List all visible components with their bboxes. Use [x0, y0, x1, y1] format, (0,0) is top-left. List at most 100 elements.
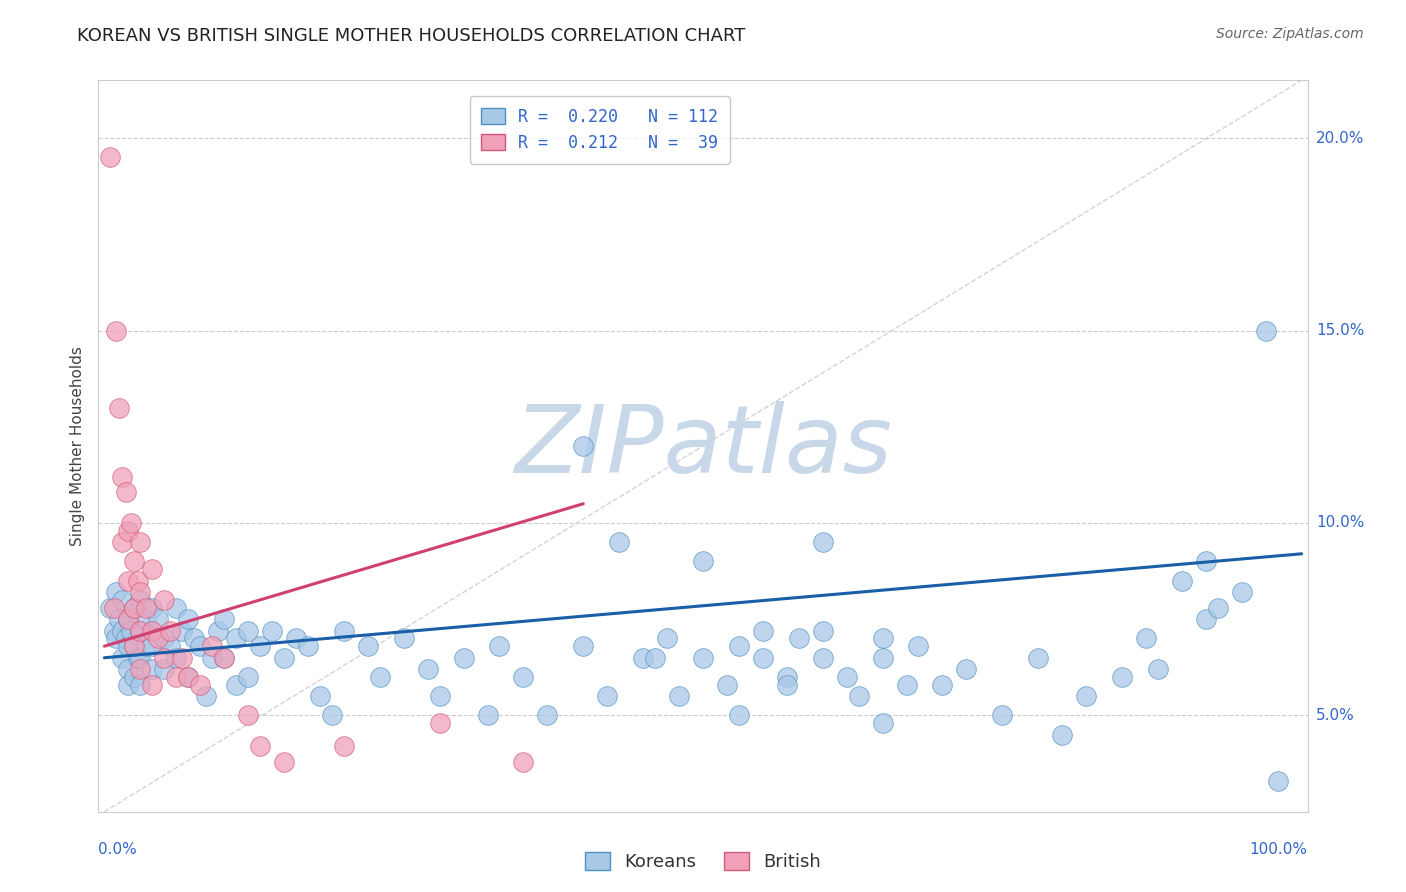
Point [177, 670, 200, 684]
Point [153, 593, 176, 607]
Point [117, 612, 139, 626]
Point [148, 612, 170, 626]
Point [141, 678, 163, 692]
Point [453, 650, 475, 665]
Point [129, 593, 152, 607]
Point [1230, 585, 1253, 599]
Point [260, 624, 283, 638]
Point [100, 150, 122, 164]
Point [148, 632, 170, 646]
Point [1171, 574, 1194, 588]
Point [124, 554, 146, 568]
Point [644, 650, 666, 665]
Point [1074, 690, 1097, 704]
Point [907, 639, 929, 653]
Point [991, 708, 1014, 723]
Point [572, 639, 595, 653]
Point [1111, 670, 1133, 684]
Point [536, 708, 558, 723]
Text: ZIPatlas: ZIPatlas [515, 401, 891, 491]
Point [107, 401, 129, 415]
Text: 0.0%: 0.0% [98, 842, 138, 857]
Point [1206, 600, 1229, 615]
Point [159, 639, 181, 653]
Point [129, 678, 152, 692]
Point [105, 585, 128, 599]
Point [488, 639, 510, 653]
Point [117, 524, 139, 538]
Point [129, 662, 152, 676]
Point [124, 639, 146, 653]
Point [124, 600, 146, 615]
Point [153, 662, 176, 676]
Point [188, 639, 211, 653]
Text: 5.0%: 5.0% [1316, 708, 1354, 723]
Point [172, 624, 194, 638]
Legend: R =  0.220   N = 112, R =  0.212   N =  39: R = 0.220 N = 112, R = 0.212 N = 39 [470, 96, 730, 163]
Point [309, 690, 332, 704]
Point [129, 535, 152, 549]
Text: KOREAN VS BRITISH SINGLE MOTHER HOUSEHOLDS CORRELATION CHART: KOREAN VS BRITISH SINGLE MOTHER HOUSEHOL… [77, 27, 745, 45]
Point [596, 690, 619, 704]
Point [129, 624, 152, 638]
Text: 10.0%: 10.0% [1316, 516, 1364, 531]
Point [105, 632, 128, 646]
Point [100, 600, 122, 615]
Text: 15.0%: 15.0% [1316, 323, 1364, 338]
Point [955, 662, 977, 676]
Point [368, 670, 391, 684]
Point [872, 716, 894, 731]
Point [752, 624, 775, 638]
Point [273, 650, 295, 665]
Point [249, 639, 271, 653]
Point [159, 624, 181, 638]
Point [728, 708, 751, 723]
Point [1147, 662, 1170, 676]
Point [135, 612, 157, 626]
Point [135, 600, 157, 615]
Point [124, 600, 146, 615]
Point [607, 535, 630, 549]
Point [1195, 554, 1218, 568]
Point [776, 670, 799, 684]
Point [153, 632, 176, 646]
Point [357, 639, 380, 653]
Point [225, 678, 247, 692]
Y-axis label: Single Mother Households: Single Mother Households [70, 346, 86, 546]
Point [153, 650, 176, 665]
Point [752, 650, 775, 665]
Point [212, 650, 235, 665]
Point [129, 624, 152, 638]
Point [273, 755, 295, 769]
Point [212, 612, 235, 626]
Point [655, 632, 678, 646]
Point [115, 632, 138, 646]
Point [692, 650, 714, 665]
Point [124, 670, 146, 684]
Point [728, 639, 751, 653]
Point [117, 678, 139, 692]
Text: 100.0%: 100.0% [1250, 842, 1308, 857]
Point [111, 535, 134, 549]
Point [117, 612, 139, 626]
Point [172, 650, 194, 665]
Point [1254, 324, 1277, 338]
Point [249, 739, 271, 754]
Text: 20.0%: 20.0% [1316, 130, 1364, 145]
Point [333, 624, 356, 638]
Point [103, 600, 125, 615]
Point [236, 708, 259, 723]
Point [1135, 632, 1157, 646]
Point [297, 639, 319, 653]
Point [692, 554, 714, 568]
Point [477, 708, 499, 723]
Point [284, 632, 307, 646]
Point [631, 650, 654, 665]
Point [195, 690, 218, 704]
Point [111, 593, 134, 607]
Point [117, 662, 139, 676]
Point [111, 624, 134, 638]
Point [236, 670, 259, 684]
Point [872, 650, 894, 665]
Point [129, 650, 152, 665]
